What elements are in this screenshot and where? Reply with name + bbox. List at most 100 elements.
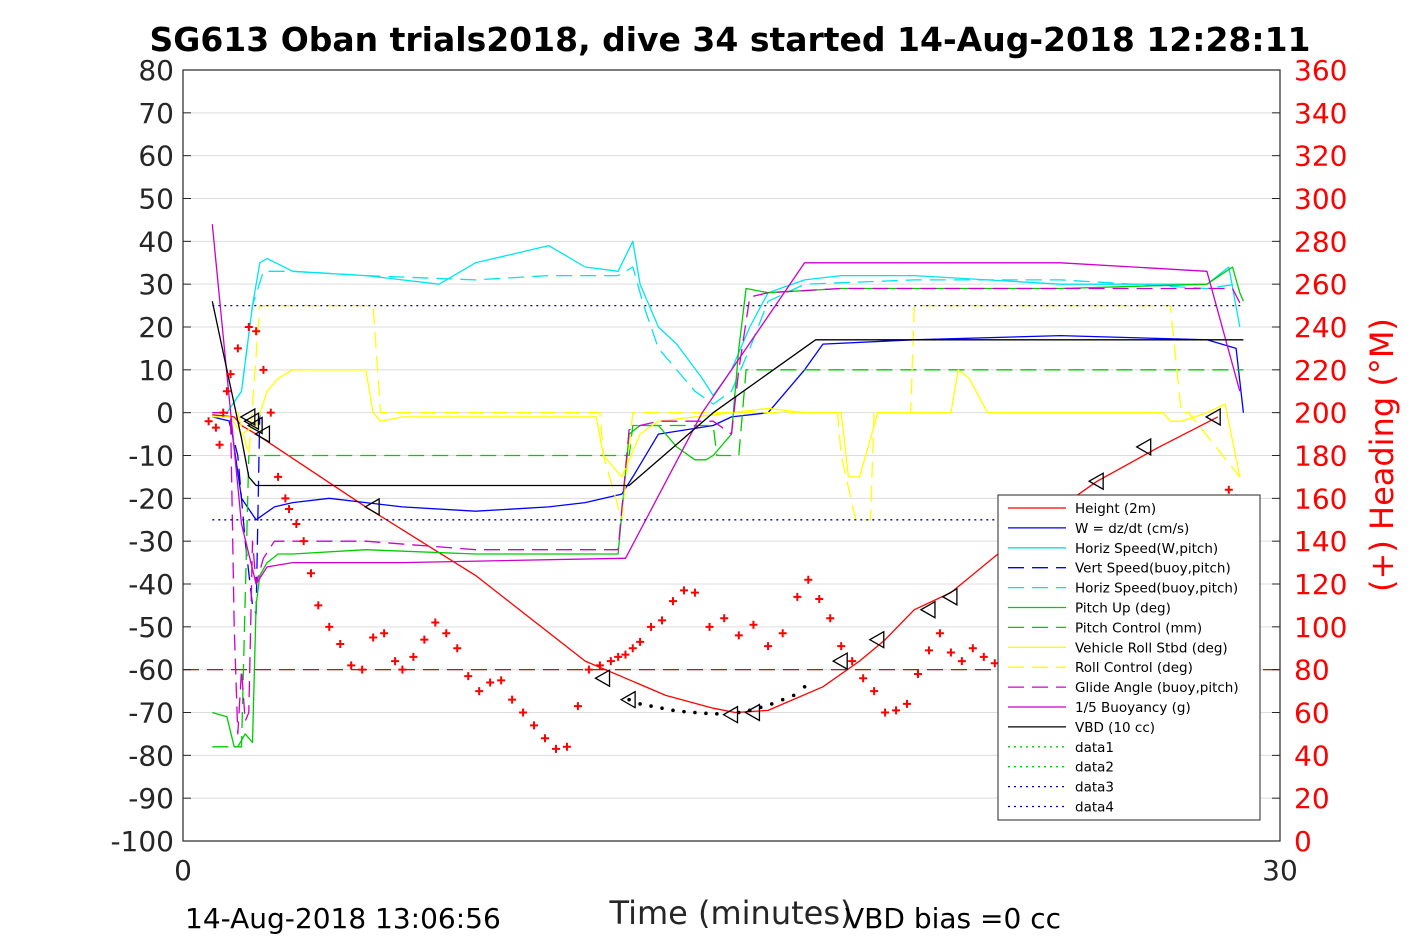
right-tick-label: 180 — [1294, 440, 1347, 473]
heading-point — [551, 744, 560, 753]
bottom-dot — [747, 708, 752, 713]
heading-point — [859, 674, 868, 683]
legend-label: Pitch Up (deg) — [1075, 601, 1171, 617]
heading-point — [380, 629, 389, 638]
triangle-marker — [246, 416, 263, 435]
legend-label: 1/5 Buoyancy (g) — [1075, 700, 1191, 716]
bottom-dot — [802, 685, 807, 689]
heading-point — [442, 629, 451, 638]
left-tick-label: -60 — [128, 654, 174, 687]
right-tick-label: 40 — [1294, 739, 1330, 772]
heading-point — [848, 657, 857, 666]
heading-point — [647, 622, 656, 631]
heading-point — [281, 494, 290, 503]
heading-point — [244, 323, 253, 331]
bottom-dot — [671, 708, 675, 713]
legend-label: Glide Angle (buoy,pitch) — [1075, 680, 1239, 696]
heading-point — [968, 644, 977, 653]
heading-point — [226, 370, 235, 379]
heading-point — [573, 702, 582, 711]
triangle-marker — [619, 690, 636, 709]
heading-point — [764, 642, 773, 651]
triangle-marker — [594, 669, 611, 688]
legend-label: data4 — [1075, 800, 1114, 816]
heading-point — [826, 614, 835, 623]
heading-point — [252, 327, 261, 336]
heading-point — [306, 569, 315, 578]
series-line-11 — [211, 301, 1244, 487]
heading-point — [804, 575, 813, 584]
heading-point — [979, 652, 988, 661]
left-axis-ticks: 80 70 60 50 40 30 20 10 0 -10 -20 -30 -40 -50 -60 -70 -8… — [110, 54, 191, 858]
series-line-6 — [212, 369, 1244, 748]
heading-point — [1224, 485, 1233, 494]
heading-point — [464, 672, 473, 681]
left-tick-label: -30 — [128, 525, 174, 558]
heading-point — [636, 637, 645, 646]
legend-label: Roll Control (deg) — [1075, 660, 1193, 676]
heading-point — [215, 440, 224, 449]
legend-box — [997, 494, 1261, 821]
heading-point — [299, 537, 308, 546]
heading-point — [734, 631, 743, 640]
heading-point — [870, 687, 879, 696]
left-tick-label: -90 — [128, 782, 174, 815]
left-tick-label: 10 — [138, 354, 174, 387]
legend-label: VBD (10 cc) — [1075, 720, 1155, 736]
left-tick-label: 20 — [138, 311, 174, 344]
right-tick-label: 120 — [1294, 568, 1347, 601]
bottom-dot — [791, 693, 796, 698]
heading-point — [453, 644, 462, 653]
right-tick-label: 20 — [1294, 782, 1330, 815]
x-axis-ticks: 0 30 — [174, 833, 1298, 887]
triangle-marker — [1087, 472, 1104, 491]
heading-point — [204, 417, 213, 426]
bottom-dot — [627, 697, 631, 702]
heading-point — [946, 648, 955, 657]
heading-point — [219, 408, 228, 417]
triangle-marker — [254, 424, 271, 444]
heading-point — [668, 597, 677, 606]
heading-point — [913, 669, 922, 678]
right-tick-label: 300 — [1294, 183, 1347, 216]
legend-label: W = dz/dt (cm/s) — [1075, 521, 1189, 537]
heading-point — [233, 344, 242, 353]
bottom-dot — [682, 709, 686, 714]
heading-point — [497, 676, 506, 685]
left-tick-label: 30 — [138, 268, 174, 301]
legend-label: Vert Speed(buoy,pitch) — [1075, 561, 1231, 577]
left-tick-label: -20 — [128, 482, 174, 515]
heading-point — [924, 646, 933, 655]
series-line-8 — [212, 304, 1241, 521]
heading-point — [530, 721, 539, 730]
x-tick-label: 30 — [1262, 854, 1298, 887]
heading-point — [584, 665, 593, 674]
triangle-marker — [243, 412, 260, 431]
heading-point — [266, 408, 275, 417]
heading-point — [749, 620, 758, 629]
left-tick-label: 60 — [138, 140, 174, 173]
heading-point — [285, 505, 294, 514]
heading-point — [314, 601, 323, 610]
heading-point — [720, 614, 729, 623]
heading-point — [705, 622, 714, 631]
heading-point — [892, 706, 901, 715]
legend-label: Vehicle Roll Stbd (deg) — [1075, 640, 1228, 656]
legend-label: Height (2m) — [1075, 501, 1156, 517]
bottom-dot — [638, 702, 642, 706]
heading-point — [778, 629, 787, 638]
legend-label: data2 — [1075, 760, 1114, 776]
legend-label: Horiz Speed(buoy,pitch) — [1075, 581, 1238, 597]
heading-point — [614, 652, 623, 661]
triangle-marker — [722, 705, 739, 724]
right-tick-label: 140 — [1294, 525, 1347, 558]
left-tick-label: 40 — [138, 225, 174, 258]
legend-label: data1 — [1075, 740, 1114, 756]
heading-point — [409, 652, 418, 661]
heading-point — [347, 661, 356, 670]
heading-point — [679, 586, 688, 595]
left-tick-label: -80 — [128, 739, 174, 772]
heading-point — [541, 734, 550, 743]
heading-point — [475, 687, 484, 696]
